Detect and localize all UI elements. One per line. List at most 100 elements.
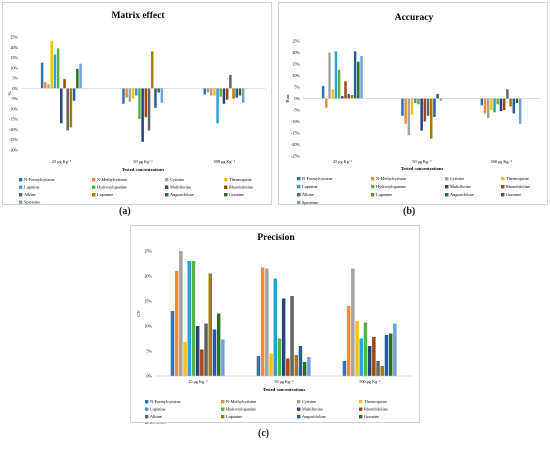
bar-rhombifoline-2 [423, 98, 427, 122]
bar-thermopsine-3 [355, 321, 359, 376]
bar-lupinine-3 [216, 88, 219, 124]
legend-swatch [165, 193, 169, 197]
category-label: 50 μg Kg⁻¹ [412, 159, 432, 164]
bar-gramine-1 [357, 61, 360, 99]
bar-multiflorine-3 [499, 98, 503, 112]
legend-entry: N-Formylcytisine [24, 177, 55, 182]
y-tick-label: 5% [12, 76, 18, 81]
bar-thermopsine-2 [410, 98, 414, 115]
bar-gramine-1 [216, 313, 221, 376]
bar-cytisine-1 [328, 52, 331, 99]
bar-sparteine-1 [221, 339, 225, 376]
y-tick-label: -5% [11, 96, 18, 101]
bar-thermopsine-3 [490, 98, 493, 110]
bar-lupanine-1 [69, 88, 73, 128]
bar-n-methylcytisine-3 [346, 306, 351, 376]
legend-swatch [165, 178, 169, 182]
legend-swatch [224, 193, 228, 197]
y-tick-label: 20% [144, 274, 152, 279]
bar-albine-2 [147, 88, 151, 131]
bar-rhombifoline-2 [144, 88, 148, 118]
bar-sparteine-1 [360, 55, 363, 99]
bar-hydroxylupanine-3 [363, 322, 368, 376]
bar-sparteine-3 [518, 98, 522, 124]
legend-entry: Hydroxylupanine [97, 185, 127, 190]
legend-swatch [371, 193, 375, 197]
x-axis-label: Tested concentrations [263, 387, 306, 392]
legend-entry: Angustifoline [170, 192, 194, 197]
bar-lupinine-3 [359, 338, 363, 376]
category-label: 500 μg Kg⁻¹ [359, 379, 381, 384]
bar-rhombifoline-1 [63, 79, 66, 89]
legend-swatch [145, 407, 149, 411]
bar-hydroxylupanine-3 [219, 88, 223, 97]
bar-n-methylcytisine-1 [325, 98, 328, 108]
bar-n-methylcytisine-2 [125, 88, 128, 98]
category-label: 25 μg Kg⁻¹ [52, 159, 72, 164]
bar-albine-1 [66, 88, 69, 131]
chart-title: Matrix effect [111, 11, 165, 21]
legend-entry: N-Formylcytisine [150, 399, 181, 404]
bar-lupinine-1 [53, 54, 57, 89]
legend-swatch [145, 400, 149, 404]
bar-n-methylcytisine-3 [206, 88, 210, 93]
y-tick-label: 15% [10, 55, 18, 60]
y-tick-label: 20% [10, 45, 18, 50]
legend-entry: Albine [150, 414, 162, 419]
legend-entry: N-Methylcytisine [226, 399, 256, 404]
bar-lupanine-1 [208, 273, 212, 376]
y-axis-label: Bias [285, 94, 290, 102]
panel-label-b: (b) [403, 206, 416, 217]
legend-entry: Cytisine [170, 177, 184, 182]
y-tick-label: -10% [9, 106, 19, 111]
bar-gramine-1 [76, 68, 79, 89]
bar-angustifoline-3 [512, 98, 516, 114]
bar-multiflorine-1 [341, 96, 344, 99]
bar-angustifoline-1 [353, 51, 357, 99]
legend-swatch [145, 422, 149, 424]
bar-rhombifoline-3 [372, 337, 376, 376]
legend-entry: Thermopsine [506, 176, 529, 181]
bar-rhombifoline-1 [200, 349, 204, 376]
bar-n-methylcytisine-2 [260, 267, 265, 376]
legend-entry: Lupinine [150, 407, 166, 412]
category-label: 50 μg Kg⁻¹ [274, 379, 294, 384]
y-axis-label: CV [136, 310, 141, 317]
bar-gramine-3 [515, 98, 519, 104]
legend-swatch [297, 407, 301, 411]
bar-n-methylcytisine-1 [44, 82, 47, 89]
bar-albine-1 [204, 323, 208, 376]
bar-gramine-2 [157, 88, 160, 93]
bar-cytisine-2 [128, 88, 132, 102]
legend-entry: N-Formylcytisine [302, 176, 333, 181]
bar-gramine-2 [436, 93, 439, 99]
y-tick-label: -20% [9, 127, 19, 132]
y-tick-label: 20% [292, 50, 300, 55]
y-tick-label: 25% [10, 35, 18, 40]
bar-lupanine-1 [350, 95, 354, 99]
category-label: 25 μg Kg⁻¹ [333, 159, 353, 164]
legend-entry: Albine [24, 192, 36, 197]
legend-entry: Rhombifoline [506, 184, 530, 189]
bar-thermopsine-1 [331, 89, 334, 99]
legend-swatch [19, 178, 23, 182]
legend-entry: N-Methylcytisine [376, 176, 406, 181]
bar-hydroxylupanine-2 [277, 338, 282, 376]
bar-multiflorine-1 [195, 326, 200, 376]
bar-n-formylcytisine-3 [342, 361, 347, 376]
bar-multiflorine-1 [60, 88, 63, 124]
bar-thermopsine-1 [50, 41, 53, 89]
bar-thermopsine-2 [131, 88, 135, 99]
bar-angustifoline-2 [433, 98, 436, 117]
bar-angustifoline-1 [72, 88, 76, 101]
bar-lupinine-2 [414, 98, 417, 104]
legend-swatch [445, 185, 449, 189]
y-tick-label: 5% [294, 85, 300, 90]
bar-hydroxylupanine-3 [496, 98, 500, 105]
bar-n-methylcytisine-2 [404, 98, 407, 124]
y-tick-label: -15% [291, 131, 301, 136]
bar-albine-1 [347, 93, 350, 99]
panel-label-a: (a) [119, 206, 131, 217]
bar-n-formylcytisine-2 [401, 98, 404, 116]
bar-n-formylcytisine-1 [170, 311, 175, 376]
